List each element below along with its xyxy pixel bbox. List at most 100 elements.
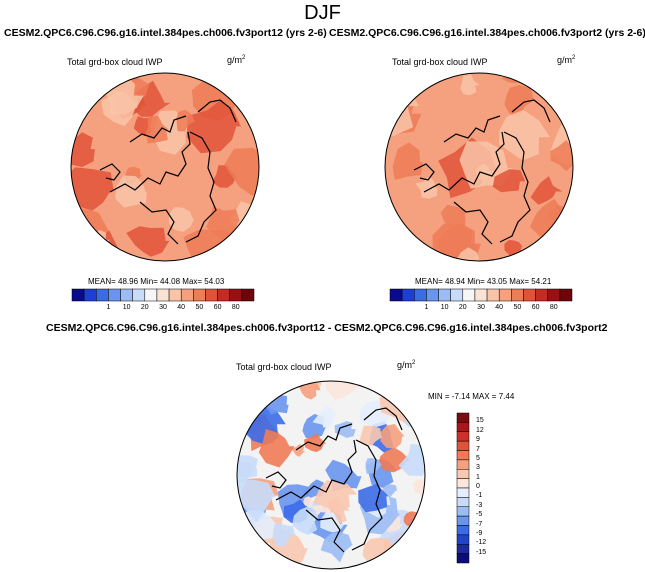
map-field-patch <box>547 77 573 104</box>
map-field-patch <box>237 478 276 523</box>
map-field-patch <box>304 433 327 453</box>
map-field-patch <box>530 176 563 205</box>
map-coastline <box>265 471 287 489</box>
map-coastline <box>351 439 383 551</box>
map-coastline <box>499 131 531 243</box>
colorbar-swatch <box>414 288 427 302</box>
colorbar-swatch <box>559 288 573 302</box>
colorbar-swatch <box>474 288 488 302</box>
colorbar-swatch <box>438 288 451 302</box>
colorbar-tick-label: 30 <box>159 304 167 311</box>
colorbar-tick-label: -12 <box>476 539 487 547</box>
panel1-case-title: CESM2.QPC6.C96.C96.g16.intel.384pes.ch00… <box>4 27 327 39</box>
colorbar-swatch <box>229 288 243 302</box>
colorbar-swatch <box>205 288 218 302</box>
panel2-stats: MEAN= 48.94 Min= 43.05 Max= 54.21 <box>415 277 552 286</box>
map-field-patch <box>398 443 425 476</box>
colorbar-tick-label: 80 <box>231 304 240 311</box>
map-coastline <box>99 163 121 181</box>
colorbar-swatch <box>180 288 194 302</box>
map-coastline <box>129 115 187 143</box>
map-coastline <box>363 407 403 431</box>
colorbar-tick-label: 50 <box>195 304 204 311</box>
map-field-patch <box>320 532 353 563</box>
map-field-patch <box>326 381 366 401</box>
map-coastline <box>305 509 345 553</box>
panel2-case-title: CESM2.QPC6.C96.C96.g16.intel.384pes.ch00… <box>329 27 645 39</box>
map-coastline <box>511 99 551 123</box>
map-outline <box>70 72 260 262</box>
map-coastline <box>185 131 217 243</box>
colorbar-tick-label: 3 <box>476 464 480 472</box>
map-field-patch <box>392 142 423 180</box>
map-field-patch <box>501 73 523 84</box>
colorbar-tick-label: 20 <box>458 304 467 311</box>
diff-variable-title: Total grd-box cloud IWP <box>236 362 332 372</box>
colorbar-swatch <box>456 497 470 507</box>
colorbar-swatch <box>132 288 146 302</box>
colorbar-swatch <box>498 288 512 302</box>
colorbar-tick-label: 50 <box>513 304 522 311</box>
panel2-units: g/m2 <box>557 55 576 65</box>
map-field-patch <box>237 531 256 563</box>
colorbar-tick-label: 80 <box>549 304 558 311</box>
map-field-patch <box>385 515 403 533</box>
map-field-patch <box>313 480 358 515</box>
colorbar-swatch <box>456 450 470 461</box>
colorbar-swatch <box>156 288 170 302</box>
map-field-patch <box>212 165 238 188</box>
colorbar-swatch <box>456 515 470 526</box>
colorbar-swatch <box>523 288 536 302</box>
panel2-colorbar <box>389 288 573 302</box>
map-field-patch <box>312 405 336 429</box>
colorbar-tick-label: 5 <box>476 454 480 462</box>
colorbar-swatch <box>535 288 548 302</box>
colorbar-swatch <box>462 288 476 302</box>
map-outline <box>384 72 574 262</box>
panel1-stats: MEAN= 48.96 Min= 44.08 Max= 54.03 <box>88 277 225 286</box>
colorbar-tick-label: -5 <box>476 511 483 519</box>
colorbar-swatch <box>83 288 97 302</box>
map-field-patch <box>407 394 425 412</box>
map-field-patch <box>303 496 314 509</box>
figure-title: DJF <box>304 2 341 24</box>
map-field-patch <box>260 384 277 399</box>
colorbar-swatch <box>456 553 470 564</box>
diff-case-title: CESM2.QPC6.C96.C96.g16.intel.384pes.ch00… <box>46 322 608 334</box>
colorbar-tick-label: 1 <box>476 473 480 481</box>
colorbar-tick-label: 40 <box>177 304 186 311</box>
map-field-patch <box>492 169 525 193</box>
map-field-patch <box>334 421 356 438</box>
map-coastline <box>275 439 357 501</box>
map-field-patch <box>168 207 195 232</box>
colorbar-swatch <box>456 469 470 479</box>
map-field-patch <box>71 132 95 167</box>
colorbar-tick-label: 1 <box>106 304 111 311</box>
map-field-patch <box>413 479 425 498</box>
colorbar-swatch <box>456 478 470 489</box>
map-field-patch <box>359 425 383 446</box>
map-field-patch <box>499 109 550 161</box>
map-field-patch <box>365 458 382 474</box>
map-field-patch <box>115 175 147 208</box>
colorbar-tick-label: 7 <box>476 445 480 453</box>
colorbar-swatch <box>456 412 470 423</box>
map-coastline <box>443 115 501 143</box>
colorbar-swatch <box>486 288 500 302</box>
panel1-polar-map <box>70 72 260 262</box>
colorbar-tick-label: 9 <box>476 436 480 444</box>
colorbar-swatch <box>144 288 158 302</box>
map-coastline <box>109 131 191 193</box>
panel1-colorbar <box>71 288 255 302</box>
colorbar-swatch <box>217 288 230 302</box>
colorbar-swatch <box>456 525 470 536</box>
map-field-patch <box>206 206 240 240</box>
map-coastline <box>413 163 435 181</box>
colorbar-swatch <box>450 288 464 302</box>
map-coastline <box>295 423 353 451</box>
colorbar-swatch <box>389 288 403 302</box>
colorbar-swatch <box>241 288 255 302</box>
map-field-patch <box>385 223 412 261</box>
colorbar-tick-label: 0 <box>476 483 480 490</box>
map-field-patch <box>380 424 405 449</box>
